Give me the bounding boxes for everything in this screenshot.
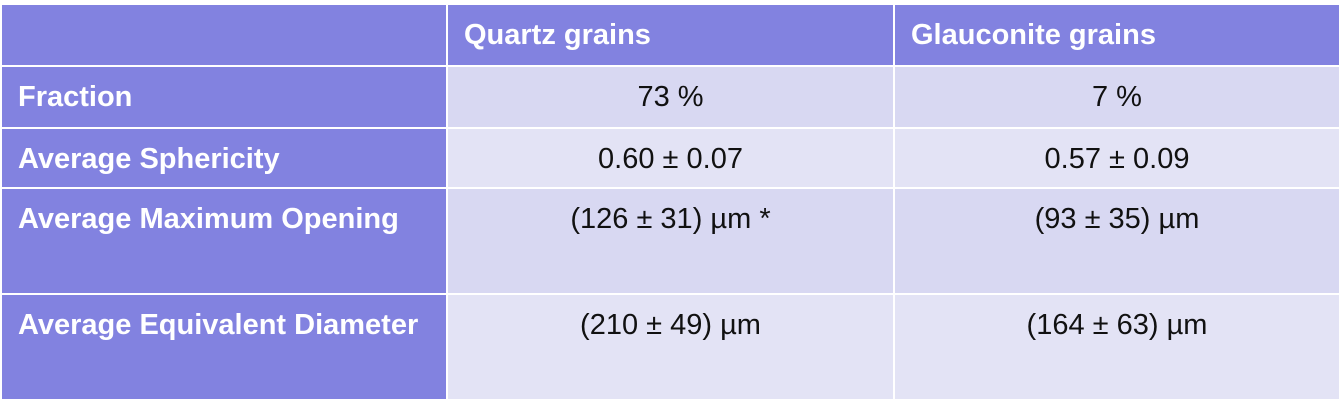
table-row-average-equivalent-diameter: Average Equivalent Diameter (210 ± 49) µ… [0,293,1339,401]
grain-properties-table-container: Quartz grains Glauconite grains Fraction… [0,3,1339,401]
cell-sphericity-glauconite: 0.57 ± 0.09 [893,127,1339,189]
header-quartz-grains: Quartz grains [446,3,895,67]
grain-properties-table: Quartz grains Glauconite grains Fraction… [0,3,1339,401]
table-row-fraction: Fraction 73 % 7 % [0,65,1339,129]
header-glauconite-grains: Glauconite grains [893,3,1339,67]
header-corner-cell [0,3,448,67]
row-label-average-maximum-opening: Average Maximum Opening [0,187,448,295]
row-label-average-sphericity: Average Sphericity [0,127,448,189]
cell-fraction-glauconite: 7 % [893,65,1339,129]
cell-fraction-quartz: 73 % [446,65,895,129]
cell-max-opening-glauconite: (93 ± 35) µm [893,187,1339,295]
cell-max-opening-quartz: (126 ± 31) µm * [446,187,895,295]
table-header-row: Quartz grains Glauconite grains [0,3,1339,67]
cell-sphericity-quartz: 0.60 ± 0.07 [446,127,895,189]
row-label-average-equivalent-diameter: Average Equivalent Diameter [0,293,448,401]
cell-equiv-diameter-quartz: (210 ± 49) µm [446,293,895,401]
cell-equiv-diameter-glauconite: (164 ± 63) µm [893,293,1339,401]
table-row-average-sphericity: Average Sphericity 0.60 ± 0.07 0.57 ± 0.… [0,127,1339,189]
row-label-fraction: Fraction [0,65,448,129]
table-row-average-maximum-opening: Average Maximum Opening (126 ± 31) µm * … [0,187,1339,295]
